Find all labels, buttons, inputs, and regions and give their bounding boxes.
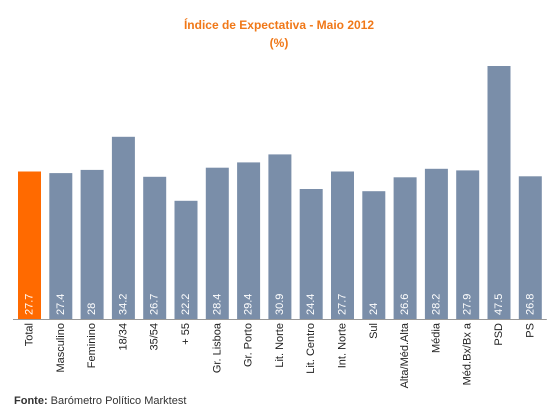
category-label-15: PSD [493, 323, 505, 346]
chart-title: Índice de Expectativa - Maio 2012 [183, 18, 375, 32]
category-label-2: Feminino [86, 323, 98, 368]
category-label-9: Lit. Centro [305, 323, 317, 374]
value-label-10: 27.7 [337, 294, 349, 315]
bar-9 [299, 189, 323, 319]
bar-11 [362, 191, 386, 319]
chart-subtitle: (%) [269, 36, 289, 50]
source-note: Fonte: Barómetro Político Marktest [14, 395, 186, 407]
category-label-14: Méd.Bx/Bx a [462, 322, 474, 385]
value-label-8: 30.9 [274, 294, 286, 315]
category-label-3: 18/34 [117, 323, 129, 351]
bar-10 [331, 171, 354, 319]
value-label-11: 24 [368, 303, 380, 315]
value-label-15: 47.5 [493, 294, 505, 315]
bar-0 [18, 171, 41, 319]
value-label-6: 28.4 [211, 294, 223, 315]
source-text: Barómetro Político Marktest [47, 395, 187, 407]
bar-5 [174, 200, 198, 319]
value-label-3: 34.2 [117, 294, 129, 315]
value-label-0: 27.7 [24, 294, 36, 315]
value-label-16: 26.8 [524, 294, 536, 315]
value-label-2: 28 [86, 303, 98, 315]
category-label-7: Gr. Porto [243, 323, 255, 367]
category-label-12: Alta/Méd.Alta [399, 322, 411, 388]
category-label-1: Masculino [55, 323, 67, 373]
category-label-16: PS [524, 323, 536, 338]
bar-1 [49, 173, 73, 319]
category-label-13: Média [430, 322, 442, 353]
value-label-4: 26.7 [149, 294, 161, 315]
bar-7 [237, 162, 261, 319]
bar-13 [424, 168, 448, 319]
bar-4 [143, 176, 167, 319]
bar-6 [205, 167, 229, 319]
source-label: Fonte: [14, 395, 48, 407]
value-label-9: 24.4 [305, 294, 317, 315]
value-label-13: 28.2 [430, 294, 442, 315]
bar-16 [518, 176, 542, 319]
value-label-12: 26.6 [399, 294, 411, 315]
value-label-1: 27.4 [55, 294, 67, 315]
bar-2 [80, 169, 104, 319]
category-label-4: 35/54 [149, 323, 161, 351]
bar-3 [111, 136, 135, 319]
value-label-7: 29.4 [243, 294, 255, 315]
bar-15 [487, 66, 511, 319]
bar-14 [456, 170, 480, 319]
value-label-14: 27.9 [462, 294, 474, 315]
category-label-11: Sul [368, 323, 380, 339]
bar-8 [268, 154, 292, 319]
value-label-5: 22.2 [180, 294, 192, 315]
category-label-8: Lit. Norte [274, 323, 286, 368]
category-label-0: Total [24, 323, 36, 346]
category-label-10: Int. Norte [337, 323, 349, 368]
category-label-5: + 55 [180, 323, 192, 345]
category-label-6: Gr. Lisboa [211, 322, 223, 373]
bar-12 [393, 177, 417, 319]
